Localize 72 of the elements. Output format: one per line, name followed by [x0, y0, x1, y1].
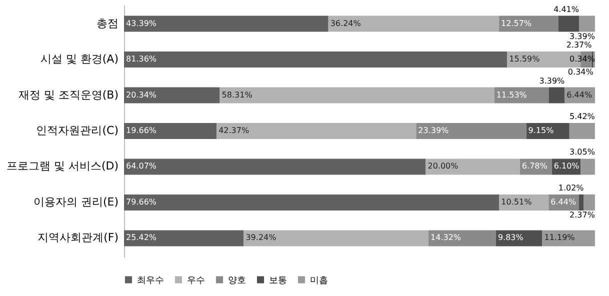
bar: [244, 230, 429, 246]
bar: [496, 230, 542, 246]
legend-label: 미흡: [310, 276, 328, 286]
bar: [548, 87, 565, 104]
bar: [124, 230, 244, 246]
data-label: 64.07%: [126, 162, 157, 171]
legend-label: 보통: [269, 276, 287, 286]
data-label: 25.42%: [126, 233, 157, 242]
data-label: 0.34%: [570, 54, 596, 64]
bar: [584, 194, 595, 211]
data-label: 4.41%: [554, 4, 580, 14]
bar: [124, 51, 508, 68]
data-label: 39.24%: [246, 233, 277, 242]
y-tick-label: 총점: [96, 16, 118, 30]
data-label: 3.39%: [539, 76, 566, 86]
bar: [499, 16, 558, 32]
legend-label: 양호: [228, 276, 246, 286]
data-label: 9.83%: [498, 233, 524, 242]
data-label: 2.37%: [566, 40, 592, 50]
data-label: 58.31%: [222, 90, 253, 100]
data-label: 0.34%: [568, 68, 594, 77]
y-tick-label: 재정 및 조직운영(B): [18, 88, 118, 102]
data-label: 79.66%: [126, 197, 157, 206]
data-label: 6.44%: [550, 197, 576, 206]
bar: [216, 122, 416, 140]
y-tick-label: 이용자의 권리(E): [33, 195, 118, 208]
y-tick-label: 지역사회관계(F): [38, 231, 118, 244]
data-label: 6.44%: [566, 90, 592, 100]
bar: [542, 230, 595, 246]
bar: [124, 122, 217, 140]
data-label: 19.66%: [126, 126, 157, 135]
data-label: 11.19%: [544, 233, 576, 242]
bar: [426, 158, 520, 175]
bar: [124, 16, 328, 32]
bar: [328, 16, 500, 32]
bar: [428, 230, 496, 246]
legend-label: 우수: [187, 276, 205, 286]
y-tick-label: 프로그램 및 서비스(D): [6, 160, 118, 173]
data-label: 2.37%: [570, 210, 596, 220]
data-label: 20.34%: [126, 90, 157, 100]
legend-label: 최우수: [137, 276, 164, 286]
data-label: 3.05%: [570, 148, 596, 157]
bar: [494, 87, 549, 104]
bar: [569, 122, 595, 140]
data-label: 5.42%: [569, 112, 596, 121]
data-label: 23.39%: [418, 126, 450, 135]
data-label: 20.00%: [428, 162, 459, 171]
data-label: 6.10%: [554, 162, 580, 171]
bar: [416, 122, 526, 140]
bar: [580, 158, 595, 175]
data-label: 11.53%: [496, 90, 528, 100]
data-label: 9.15%: [528, 126, 554, 135]
data-label: 12.57%: [501, 18, 532, 28]
bar: [124, 87, 220, 104]
data-label: 42.37%: [218, 126, 250, 135]
data-label: 14.32%: [430, 233, 462, 242]
data-label: 36.24%: [330, 18, 362, 28]
data-label: 10.51%: [501, 197, 532, 206]
bar: [220, 87, 494, 104]
data-label: 1.02%: [558, 183, 584, 192]
data-label: 43.39%: [126, 18, 157, 28]
bar: [124, 158, 426, 175]
bar: [124, 194, 500, 211]
data-label: 81.36%: [126, 54, 157, 64]
bar: [578, 194, 584, 211]
y-tick-label: 시설 및 환경(A): [40, 52, 118, 66]
bar: [578, 16, 595, 32]
y-tick-label: 인적자원관리(C): [36, 124, 118, 137]
data-label: 3.39%: [570, 32, 596, 41]
bar: [558, 16, 579, 32]
data-label: 15.59%: [509, 54, 540, 64]
data-label: 6.78%: [522, 162, 548, 171]
